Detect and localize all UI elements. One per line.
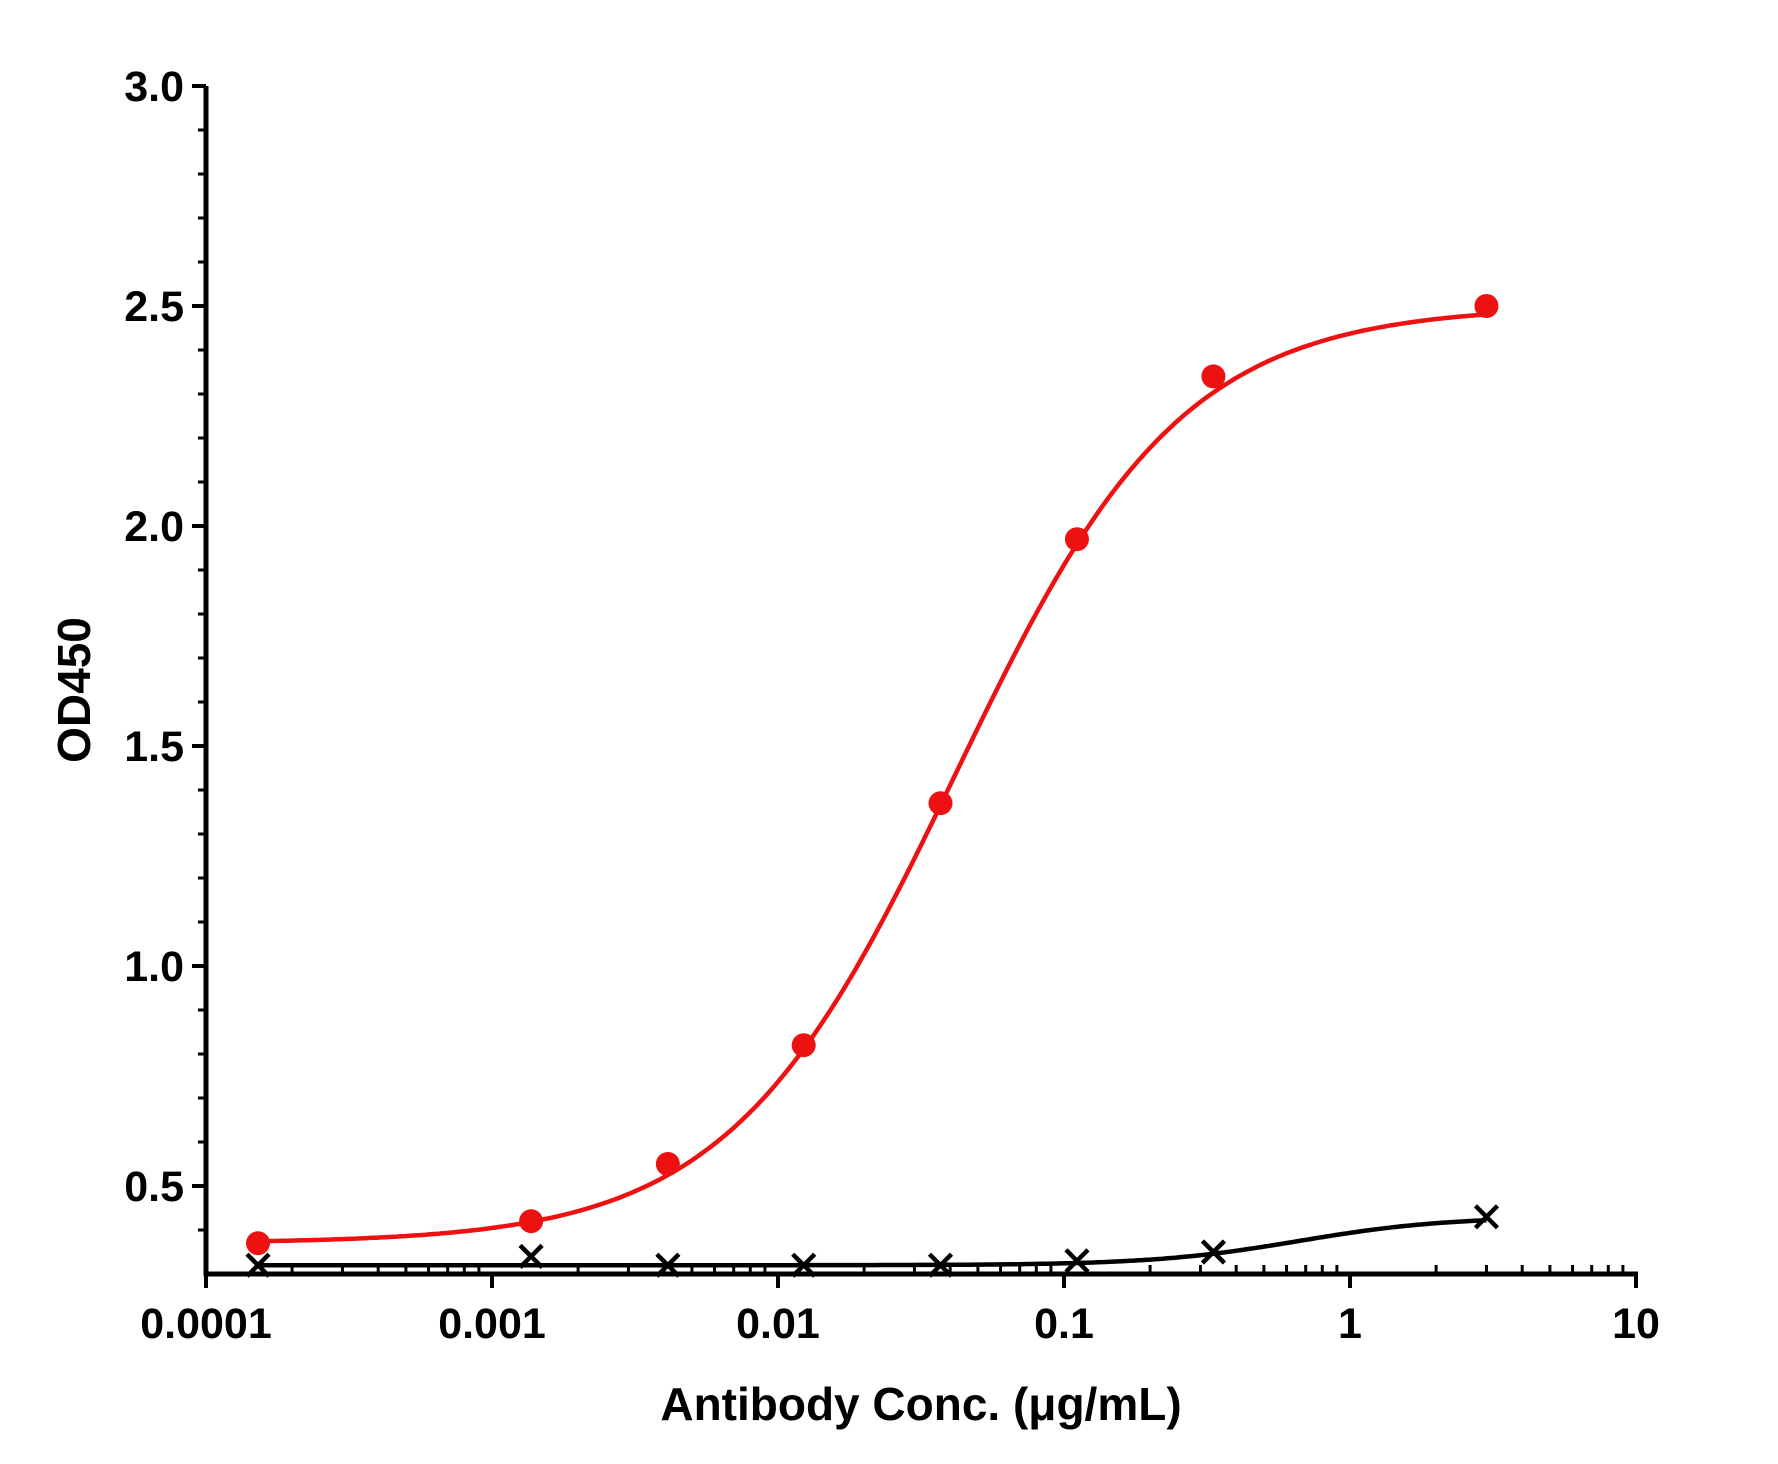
- series-1-point: [1064, 527, 1089, 552]
- series-2-point: [1064, 1248, 1090, 1274]
- y-tick-label: 2.5: [124, 283, 184, 331]
- x-marker-stroke: [1473, 1204, 1500, 1230]
- x-axis-title: Antibody Conc. (μg/mL): [660, 1378, 1181, 1430]
- y-tick-label: 1.0: [124, 943, 184, 991]
- series-1-point: [928, 791, 953, 816]
- x-tick-label: 0.001: [438, 1300, 546, 1348]
- x-tick-label: 10: [1612, 1300, 1660, 1348]
- axes: 0.5 1.0 1.5 2.0 2.5 3.0 0.0001 0.001 0.01 0.1 1 10: [124, 63, 1660, 1348]
- y-tick-label: 1.5: [124, 723, 184, 771]
- y-tick-label: 3.0: [124, 63, 184, 111]
- series-1-point: [791, 1033, 816, 1058]
- series-2-point: [1200, 1239, 1227, 1265]
- x-tick-label: 1: [1338, 1300, 1362, 1348]
- series-2-point: [518, 1243, 544, 1269]
- series-2-point: [1473, 1204, 1500, 1230]
- y-tick-label: 2.0: [124, 503, 184, 551]
- y-axis-title: OD450: [48, 617, 100, 763]
- x-marker-stroke: [1064, 1248, 1090, 1274]
- series-2-fit-line: [258, 1217, 1487, 1268]
- x-marker-stroke: [1200, 1239, 1227, 1265]
- series-1-point: [655, 1152, 680, 1176]
- y-tick-label: 0.5: [124, 1163, 184, 1211]
- x-marker-stroke: [518, 1243, 544, 1269]
- x-tick-label: 0.1: [1034, 1300, 1094, 1348]
- series-1-point: [519, 1209, 544, 1234]
- x-tick-label: 0.01: [736, 1300, 820, 1348]
- series-1-point: [246, 1231, 271, 1256]
- series-1-point: [1474, 294, 1499, 318]
- series-1-point: [1201, 364, 1226, 389]
- x-tick-label: 0.0001: [140, 1300, 272, 1348]
- series-1-fit-line: [257, 312, 1487, 1244]
- plot-area: [245, 294, 1500, 1278]
